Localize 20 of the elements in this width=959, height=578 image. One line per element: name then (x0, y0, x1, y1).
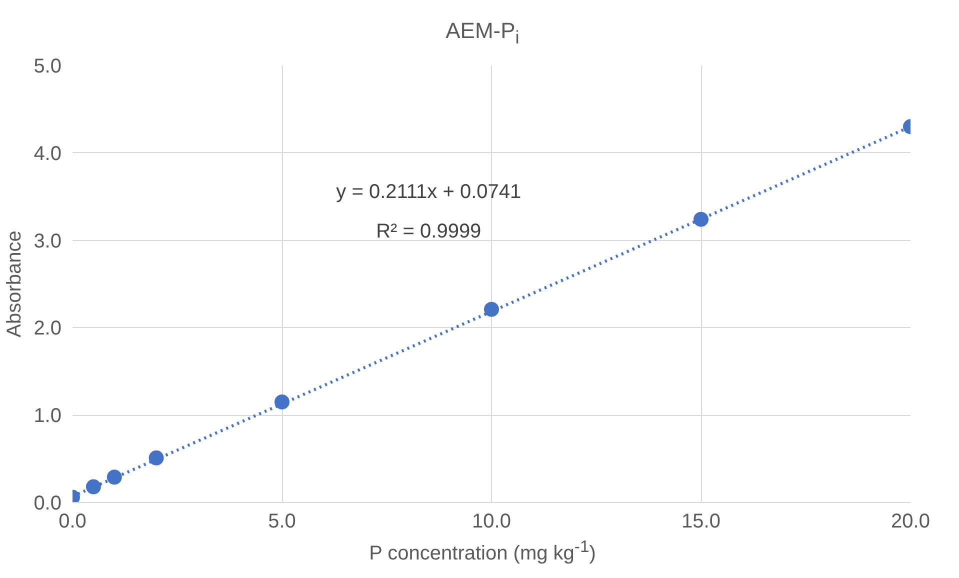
x-tick-label: 15.0 (682, 510, 720, 532)
y-axis-title: Absorbance (4, 230, 26, 338)
x-tick-label: 10.0 (472, 510, 511, 532)
point (86, 479, 101, 494)
x-axis-title: P concentration (mg kg$^{-1}$) (369, 536, 596, 567)
y-tick-label: 2.0 (34, 318, 62, 340)
annotation: R² = 0.9999 (376, 220, 482, 243)
point (106, 470, 122, 485)
x-tick-label: 5.0 (268, 510, 296, 532)
annotation: y = 0.2111x + 0.0741 (336, 181, 522, 204)
y-tick-label: 3.0 (34, 230, 62, 252)
y-tick-label: 4.0 (34, 142, 62, 165)
point (484, 302, 499, 317)
point (148, 450, 164, 466)
point (694, 212, 708, 227)
y-tick-label: 5.0 (34, 56, 62, 78)
x-tick-label: 20.0 (891, 510, 930, 532)
y-tick-label: 1.0 (34, 405, 62, 428)
chart-title: AEM-P$_{i}$ (446, 17, 520, 50)
point (274, 394, 290, 410)
